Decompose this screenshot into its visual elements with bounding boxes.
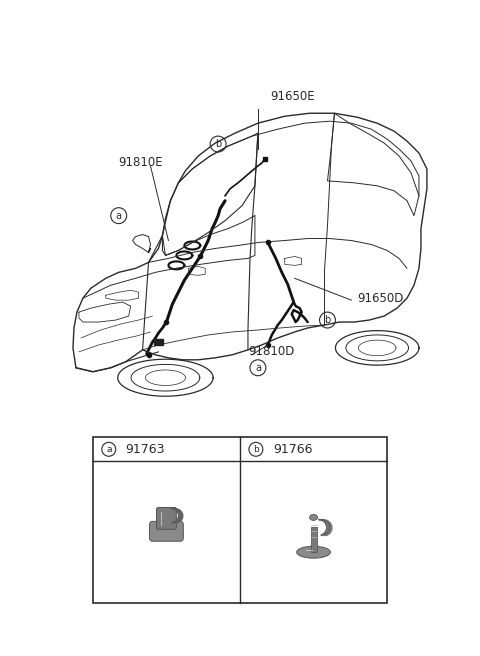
Text: a: a <box>255 363 261 373</box>
Polygon shape <box>311 527 316 552</box>
Bar <box>93 438 387 604</box>
Text: b: b <box>324 315 331 325</box>
FancyBboxPatch shape <box>156 508 176 529</box>
Ellipse shape <box>310 514 318 520</box>
Text: b: b <box>215 139 221 149</box>
Text: 91650E: 91650E <box>270 90 314 103</box>
Ellipse shape <box>297 546 330 558</box>
Text: 91766: 91766 <box>273 443 312 456</box>
Text: a: a <box>116 211 122 220</box>
FancyBboxPatch shape <box>150 522 183 541</box>
Text: 91763: 91763 <box>126 443 165 456</box>
Text: 91810D: 91810D <box>248 345 294 358</box>
Text: b: b <box>253 445 259 454</box>
Text: 91650D: 91650D <box>357 292 404 304</box>
Text: 91810E: 91810E <box>119 157 163 169</box>
Text: a: a <box>106 445 111 454</box>
Bar <box>155 339 164 345</box>
